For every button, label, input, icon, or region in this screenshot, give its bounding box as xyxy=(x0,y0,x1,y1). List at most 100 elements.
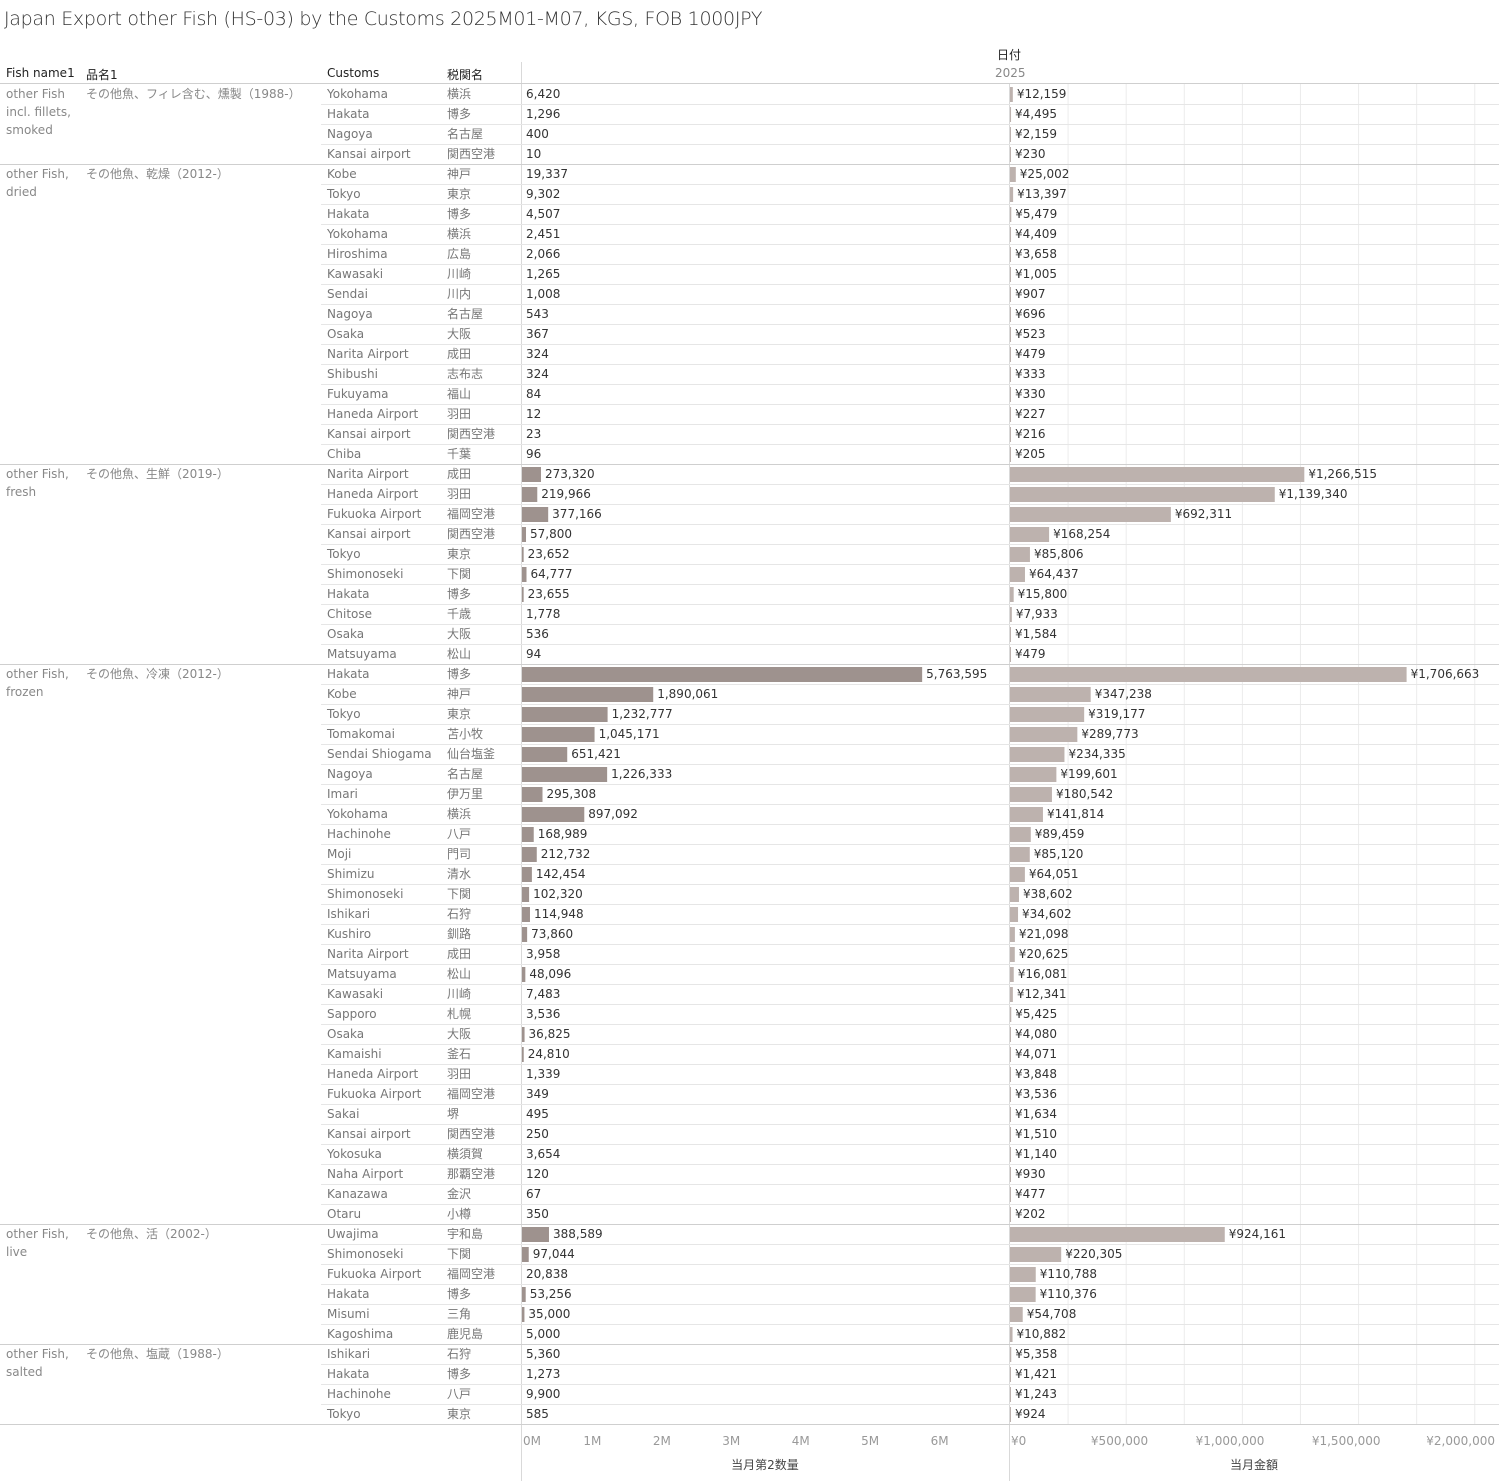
quantity-bar xyxy=(522,547,524,562)
zeikan-label: 羽田 xyxy=(447,407,471,421)
quantity-bar xyxy=(522,1227,549,1242)
zeikan-label: 川崎 xyxy=(447,987,471,1001)
value-data-label: ¥330 xyxy=(1015,387,1046,401)
quantity-axis-tick: 6M xyxy=(931,1434,949,1448)
quantity-bar xyxy=(522,867,532,882)
value-axis-tick: ¥2,000,000 xyxy=(1426,1434,1495,1448)
value-data-label: ¥25,002 xyxy=(1020,167,1070,181)
hinmei-label: その他魚、乾燥（2012-） xyxy=(86,167,229,181)
quantity-data-label: 536 xyxy=(526,627,549,641)
value-bar xyxy=(1010,1107,1011,1122)
hinmei-label: その他魚、フィレ含む、燻製（1988-） xyxy=(86,86,301,101)
customs-label: Hakata xyxy=(327,107,370,121)
value-bar xyxy=(1010,1307,1023,1322)
value-axis-tick: ¥1,000,000 xyxy=(1196,1434,1265,1448)
value-axis-tick: ¥1,500,000 xyxy=(1312,1434,1381,1448)
fish-name-label: smoked xyxy=(6,123,53,137)
zeikan-label: 三角 xyxy=(447,1307,471,1321)
customs-label: Yokohama xyxy=(326,227,388,241)
value-bar xyxy=(1010,727,1078,742)
quantity-data-label: 400 xyxy=(526,127,549,141)
customs-label: Sapporo xyxy=(327,1007,377,1021)
value-data-label: ¥168,254 xyxy=(1053,527,1110,541)
zeikan-label: 下関 xyxy=(447,1247,471,1261)
value-bar xyxy=(1010,387,1011,402)
value-data-label: ¥4,495 xyxy=(1015,107,1057,121)
value-bar xyxy=(1010,807,1043,822)
quantity-bar xyxy=(522,587,524,602)
value-bar xyxy=(1010,1227,1225,1242)
zeikan-label: 大阪 xyxy=(447,327,471,341)
quantity-bar xyxy=(522,807,585,822)
quantity-data-label: 94 xyxy=(526,647,541,661)
quantity-data-label: 388,589 xyxy=(553,1227,603,1241)
customs-label: Kobe xyxy=(327,687,357,701)
quantity-bar xyxy=(522,667,923,682)
zeikan-label: 成田 xyxy=(447,947,471,961)
value-bar xyxy=(1010,147,1011,162)
zeikan-label: 福岡空港 xyxy=(447,1086,495,1101)
customs-label: Shimonoseki xyxy=(327,887,403,901)
quantity-data-label: 10 xyxy=(526,147,541,161)
value-bar xyxy=(1010,167,1016,182)
customs-label: Chitose xyxy=(327,607,372,621)
value-data-label: ¥38,602 xyxy=(1023,887,1073,901)
quantity-data-label: 84 xyxy=(526,387,541,401)
value-data-label: ¥54,708 xyxy=(1027,1307,1077,1321)
page-title: Japan Export other Fish (HS-03) by the C… xyxy=(4,8,763,30)
quantity-axis-tick: 0M xyxy=(523,1434,541,1448)
quantity-bar xyxy=(522,567,527,582)
hinmei-label: その他魚、冷凍（2012-） xyxy=(86,667,229,681)
quantity-data-label: 53,256 xyxy=(530,1287,572,1301)
zeikan-label: 福山 xyxy=(447,386,471,401)
value-bar xyxy=(1010,347,1011,362)
zeikan-label: 門司 xyxy=(447,847,471,861)
zeikan-label: 札幌 xyxy=(447,1006,471,1021)
value-data-label: ¥3,848 xyxy=(1015,1067,1057,1081)
value-bar xyxy=(1010,1327,1013,1342)
value-data-label: ¥477 xyxy=(1015,1187,1046,1201)
customs-label: Hachinohe xyxy=(327,827,391,841)
value-bar xyxy=(1010,867,1025,882)
customs-label: Shibushi xyxy=(327,367,378,381)
quantity-data-label: 350 xyxy=(526,1207,549,1221)
value-data-label: ¥5,479 xyxy=(1015,207,1057,221)
quantity-data-label: 219,966 xyxy=(541,487,591,501)
value-bar xyxy=(1010,487,1275,502)
quantity-data-label: 2,066 xyxy=(526,247,560,261)
zeikan-label: 東京 xyxy=(447,707,471,721)
customs-label: Kamaishi xyxy=(327,1047,382,1061)
value-bar xyxy=(1010,107,1012,122)
quantity-axis-tick: 2M xyxy=(653,1434,671,1448)
value-data-label: ¥20,625 xyxy=(1019,947,1069,961)
zeikan-label: 関西空港 xyxy=(447,427,495,441)
value-bar xyxy=(1010,587,1014,602)
zeikan-label: 小樽 xyxy=(447,1206,471,1221)
quantity-data-label: 651,421 xyxy=(571,747,621,761)
zeikan-label: 釜石 xyxy=(447,1046,471,1061)
zeikan-label: 志布志 xyxy=(447,367,483,381)
value-data-label: ¥4,409 xyxy=(1015,227,1057,241)
quantity-bar xyxy=(522,507,549,522)
zeikan-label: 千葉 xyxy=(447,447,471,461)
value-bar xyxy=(1010,1287,1036,1302)
customs-label: Kawasaki xyxy=(327,267,383,281)
zeikan-label: 関西空港 xyxy=(447,147,495,161)
value-bar xyxy=(1010,1247,1062,1262)
customs-label: Shimonoseki xyxy=(327,1247,403,1261)
value-bar xyxy=(1010,527,1050,542)
value-bar xyxy=(1010,747,1065,762)
quantity-axis-tick: 5M xyxy=(861,1434,879,1448)
quantity-bar xyxy=(522,687,654,702)
header-date: 日付 xyxy=(997,48,1022,62)
customs-label: Haneda Airport xyxy=(327,487,419,501)
value-data-label: ¥924,161 xyxy=(1229,1227,1286,1241)
zeikan-label: 関西空港 xyxy=(447,527,495,541)
customs-label: Nagoya xyxy=(327,767,373,781)
customs-label: Hiroshima xyxy=(327,247,388,261)
value-bar xyxy=(1010,207,1012,222)
value-data-label: ¥692,311 xyxy=(1175,507,1232,521)
quantity-bar xyxy=(522,1247,529,1262)
customs-label: Kobe xyxy=(327,167,357,181)
quantity-data-label: 2,451 xyxy=(526,227,560,241)
